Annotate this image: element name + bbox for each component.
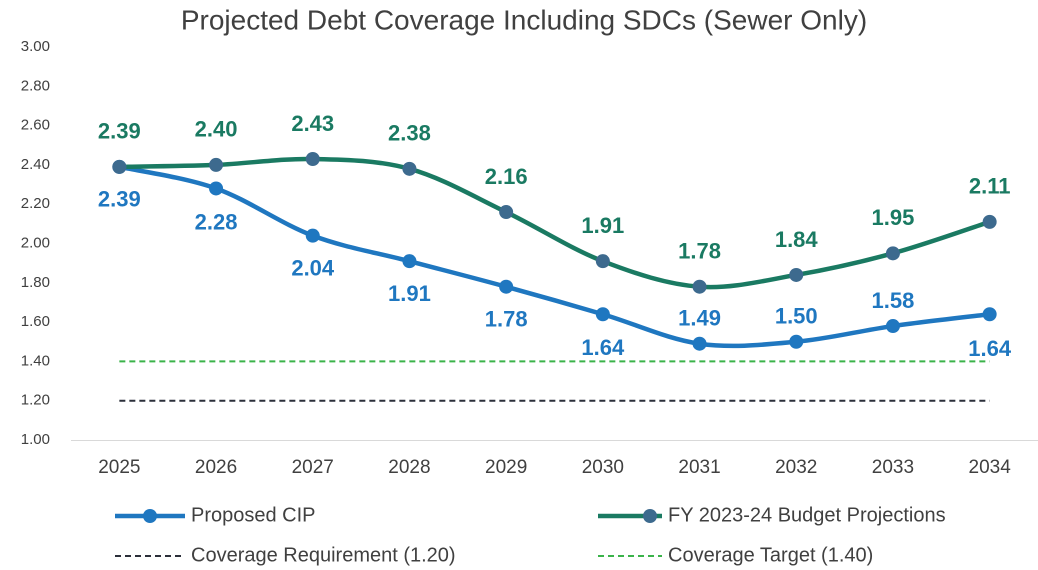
data-label: 1.84 [775,227,819,252]
point-marker [305,152,320,167]
y-tick-label: 2.60 [21,117,50,134]
point-marker [885,319,900,334]
point-marker [692,336,707,351]
data-label: 2.11 [969,174,1011,199]
point-marker [982,307,997,322]
data-label: 2.04 [291,255,335,280]
point-marker [982,214,997,229]
x-tick-label: 2029 [485,457,527,478]
data-label: 2.39 [98,119,141,144]
chart-title: Projected Debt Coverage Including SDCs (… [181,4,867,35]
data-label: 1.78 [678,239,721,264]
data-label: 1.64 [581,335,625,360]
data-label: 1.78 [485,307,528,332]
legend-label: Proposed CIP [191,504,316,526]
series-line [119,156,991,290]
legend-label: Coverage Target (1.40) [668,544,873,566]
x-tick-label: 2025 [98,457,140,478]
data-label: 1.58 [872,288,915,313]
y-tick-label: 2.00 [21,234,50,251]
x-tick-label: 2031 [678,457,720,478]
legend-marker [643,509,657,523]
legend-marker [143,509,157,523]
data-label: 2.16 [485,164,528,189]
data-label: 1.50 [775,304,818,329]
series-line [118,164,990,349]
point-marker [499,205,514,220]
data-label: 1.49 [678,306,721,331]
x-tick-label: 2034 [969,457,1012,478]
x-tick-label: 2032 [775,457,817,478]
point-marker [595,254,610,269]
x-tick-label: 2030 [582,457,624,478]
point-marker [789,267,804,282]
data-label: 2.39 [98,187,141,212]
point-marker [499,279,514,294]
point-marker [305,228,320,243]
data-label: 1.95 [872,205,915,230]
data-label: 1.91 [388,281,431,306]
x-tick-label: 2026 [195,457,237,478]
data-label: 2.40 [195,117,238,142]
y-tick-label: 1.20 [21,392,50,409]
y-tick-label: 1.40 [21,352,50,369]
point-marker [209,157,224,172]
y-tick-label: 2.40 [21,156,50,173]
legend-label: FY 2023-24 Budget Projections [668,504,946,526]
data-label: 1.91 [581,213,624,238]
data-label: 2.43 [291,111,334,136]
point-marker [402,254,417,269]
data-label: 1.64 [968,336,1012,361]
y-tick-label: 1.80 [21,274,50,291]
legend-label: Coverage Requirement (1.20) [191,544,456,566]
y-tick-label: 2.80 [21,77,50,94]
point-marker [112,159,127,174]
data-label: 2.38 [388,121,431,146]
point-marker [692,279,707,294]
point-marker [402,161,417,176]
y-tick-label: 1.00 [21,431,50,448]
point-marker [209,181,224,196]
y-tick-label: 3.00 [21,38,50,55]
point-marker [885,246,900,261]
y-tick-label: 1.60 [21,313,50,330]
point-marker [595,307,610,322]
y-tick-label: 2.20 [21,195,50,212]
data-label: 2.28 [195,209,238,234]
point-marker [789,334,804,349]
x-tick-label: 2028 [388,457,430,478]
x-tick-label: 2027 [292,457,334,478]
x-tick-label: 2033 [872,457,914,478]
